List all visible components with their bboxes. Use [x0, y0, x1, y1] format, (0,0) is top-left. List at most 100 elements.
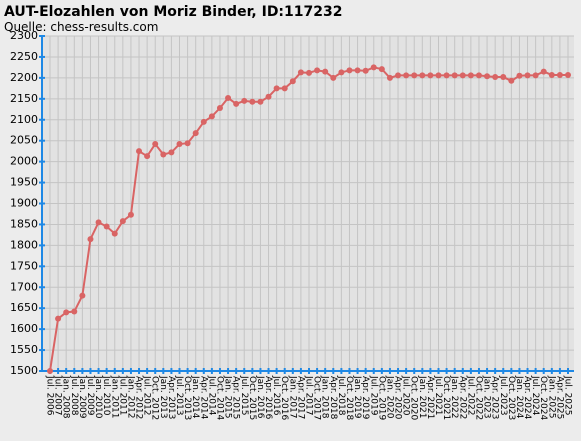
x-tick-label: Apr. 2024: [522, 376, 532, 420]
point: [144, 153, 151, 160]
x-tick-label: Jan. 2012: [125, 375, 135, 419]
point: [208, 113, 215, 120]
point: [419, 72, 426, 79]
x-tick-label: Apr. 2014: [198, 376, 208, 420]
x-tick-label: Oct. 2022: [473, 376, 483, 420]
point: [79, 292, 86, 299]
x-tick-label: Jan. 2008: [61, 375, 71, 419]
point: [136, 148, 143, 155]
x-tick-label: Oct. 2021: [441, 376, 451, 420]
x-tick-label: Apr. 2023: [490, 376, 500, 419]
point: [257, 98, 264, 105]
point: [241, 97, 248, 104]
point: [87, 236, 94, 243]
x-tick-label: Jan. 2018: [320, 375, 330, 419]
point: [386, 74, 393, 81]
x-tick-label: Jan. 2024: [514, 375, 524, 419]
y-tick-label: 1650: [10, 301, 38, 314]
y-tick-label: 1700: [10, 280, 38, 293]
x-tick-label: Apr. 2012: [134, 376, 144, 419]
point: [378, 66, 385, 73]
point: [127, 211, 134, 218]
point: [346, 67, 353, 74]
point: [314, 67, 321, 74]
x-tick-label: Oct. 2023: [506, 376, 516, 420]
point: [168, 149, 175, 156]
point: [556, 71, 563, 78]
x-tick-label: Jul. 2019: [368, 375, 378, 416]
y-tick-label: 1900: [10, 197, 38, 210]
x-tick-label: Jul. 2021: [433, 375, 443, 416]
x-tick-label: Oct. 2012: [150, 376, 160, 420]
point: [47, 368, 53, 374]
x-tick-label: Oct. 2017: [312, 376, 322, 420]
point: [71, 308, 78, 315]
point: [532, 72, 539, 79]
x-tick-label: Oct. 2024: [538, 376, 548, 420]
x-tick-label: Apr. 2022: [457, 376, 467, 419]
point: [548, 71, 555, 78]
x-tick-label: Jan. 2014: [190, 375, 200, 419]
x-tick-label: Oct. 2016: [279, 376, 289, 420]
point: [451, 72, 458, 79]
point: [281, 85, 288, 92]
y-tick-label: 1850: [10, 217, 38, 230]
x-tick-label: Apr. 2020: [393, 376, 403, 420]
point: [427, 72, 434, 79]
x-tick-label: Jan. 2025: [546, 375, 556, 419]
point: [403, 72, 410, 79]
x-tick-label: Jul. 2020: [401, 375, 411, 416]
x-tick-label: Jul. 2009: [85, 375, 95, 416]
x-tick-label: Jul. 2017: [304, 375, 314, 416]
point: [95, 219, 102, 226]
y-tick-label: 2100: [10, 113, 38, 126]
point: [395, 72, 402, 79]
x-tick-label: Jul. 2018: [336, 375, 346, 416]
x-tick-label: Jul. 2013: [174, 375, 184, 416]
point: [192, 130, 199, 137]
point: [354, 67, 361, 74]
point: [330, 74, 337, 81]
point: [225, 94, 232, 101]
y-tick-label: 1950: [10, 176, 38, 189]
chart-subtitle: Quelle: chess-results.com: [4, 20, 158, 34]
point: [297, 69, 304, 76]
x-tick-label: Jul. 2022: [465, 375, 475, 416]
x-tick-label: Apr. 2018: [328, 376, 338, 420]
point: [160, 151, 167, 158]
point: [322, 68, 329, 75]
y-tick-label: 1500: [10, 364, 38, 377]
point: [443, 72, 450, 79]
point: [216, 105, 223, 112]
x-tick-label: Oct. 2020: [409, 376, 419, 420]
y-tick-label: 1800: [10, 238, 38, 251]
point: [516, 72, 523, 79]
point: [475, 72, 482, 79]
point: [119, 218, 126, 225]
x-tick-label: Jan. 2020: [384, 375, 394, 419]
point: [435, 72, 442, 79]
x-tick-label: Jan. 2015: [223, 375, 233, 419]
x-tick-label: Jul. 2007: [53, 375, 63, 416]
x-tick-label: Jul. 2025: [563, 375, 573, 416]
point: [249, 98, 256, 105]
x-tick-label: Oct. 2014: [214, 376, 224, 420]
y-tick-label: 2250: [10, 50, 38, 63]
x-tick-label: Jan. 2009: [77, 375, 87, 419]
y-tick-label: 2200: [10, 71, 38, 84]
point: [55, 315, 62, 322]
x-tick-label: Jul. 2008: [69, 375, 79, 416]
point: [63, 309, 70, 316]
point: [524, 72, 531, 79]
x-tick-label: Jan. 2013: [158, 375, 168, 419]
point: [508, 77, 515, 84]
x-tick-label: Oct. 2015: [247, 376, 257, 420]
point: [273, 85, 280, 92]
point: [467, 72, 474, 79]
point: [152, 141, 159, 148]
point: [565, 71, 571, 78]
point: [265, 93, 272, 100]
x-tick-label: Jan. 2016: [255, 375, 265, 419]
y-tick-label: 1600: [10, 322, 38, 335]
x-tick-label: Apr. 2021: [425, 376, 435, 419]
